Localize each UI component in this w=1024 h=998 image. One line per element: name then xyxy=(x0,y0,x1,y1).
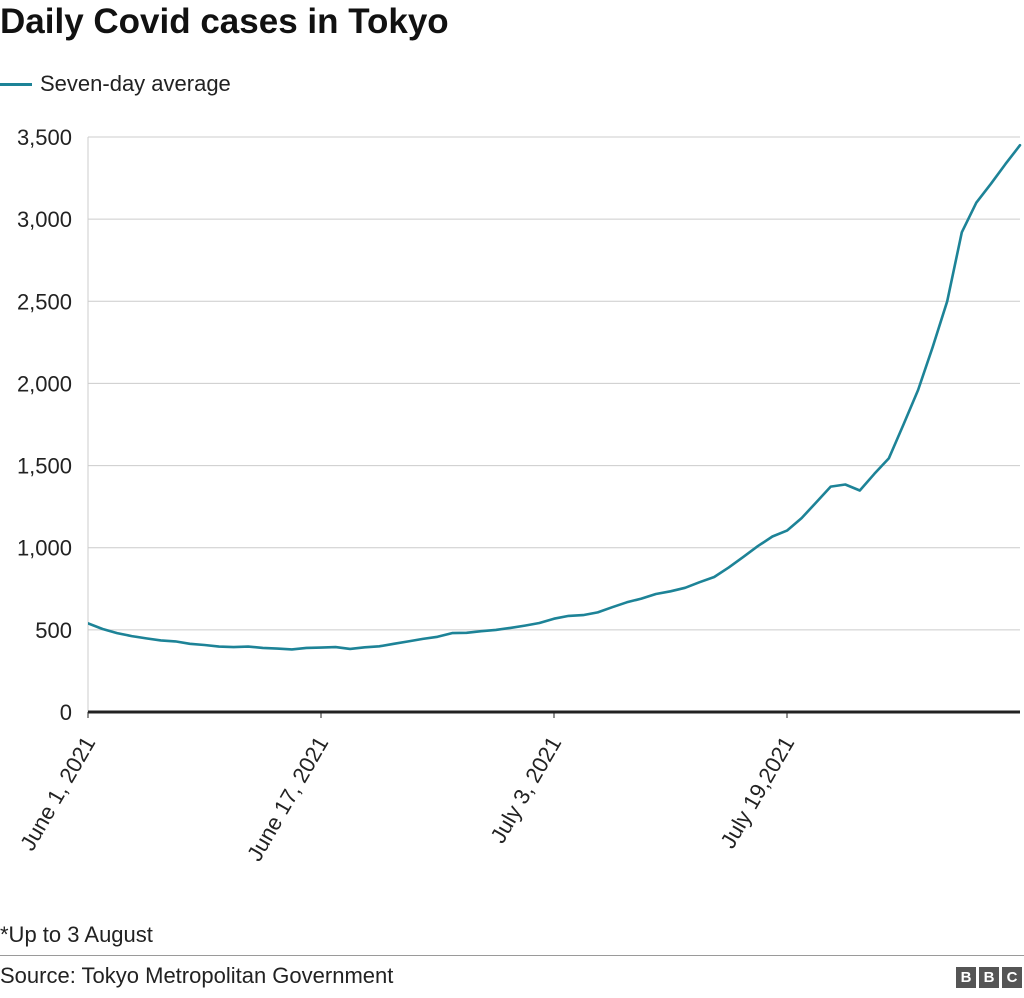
grid-lines xyxy=(87,136,1020,712)
y-tick-label: 2,500 xyxy=(17,289,72,314)
bbc-logo: B B C xyxy=(956,967,1022,988)
y-tick-label: 1,000 xyxy=(17,536,72,561)
x-tick-label: July 3, 2021 xyxy=(485,732,566,847)
y-tick-label: 3,000 xyxy=(17,207,72,232)
series-layer xyxy=(88,143,1022,651)
legend: Seven-day average xyxy=(0,70,231,98)
y-axis-tick-labels: 0 500 1,000 1,500 2,000 2,500 3,000 3,500 xyxy=(17,125,72,725)
x-tick-label: June 17, 2021 xyxy=(242,732,333,865)
y-tick-label: 0 xyxy=(60,700,72,725)
footer-divider xyxy=(0,955,1024,956)
source-text: Source: Tokyo Metropolitan Government xyxy=(0,963,394,988)
chart-title: Daily Covid cases in Tokyo xyxy=(0,2,449,41)
x-tick-label: July 19,2021 xyxy=(715,732,799,853)
y-tick-label: 2,000 xyxy=(17,371,72,396)
series-line-seven-day-average xyxy=(88,143,1022,651)
y-tick-label: 3,500 xyxy=(17,125,72,150)
x-axis-tick-labels: June 1, 2021 June 17, 2021 July 3, 2021 Jul… xyxy=(15,712,799,865)
legend-swatch xyxy=(0,82,32,86)
x-tick-label: June 1, 2021 xyxy=(15,732,100,855)
logo-letter-b: B xyxy=(979,967,999,988)
y-tick-label: 500 xyxy=(35,618,72,643)
legend-label: Seven-day average xyxy=(40,71,231,96)
footnote: *Up to 3 August xyxy=(0,922,153,947)
logo-letter-c: C xyxy=(1002,967,1022,988)
y-tick-label: 1,500 xyxy=(17,454,72,479)
logo-letter-b: B xyxy=(956,967,976,988)
